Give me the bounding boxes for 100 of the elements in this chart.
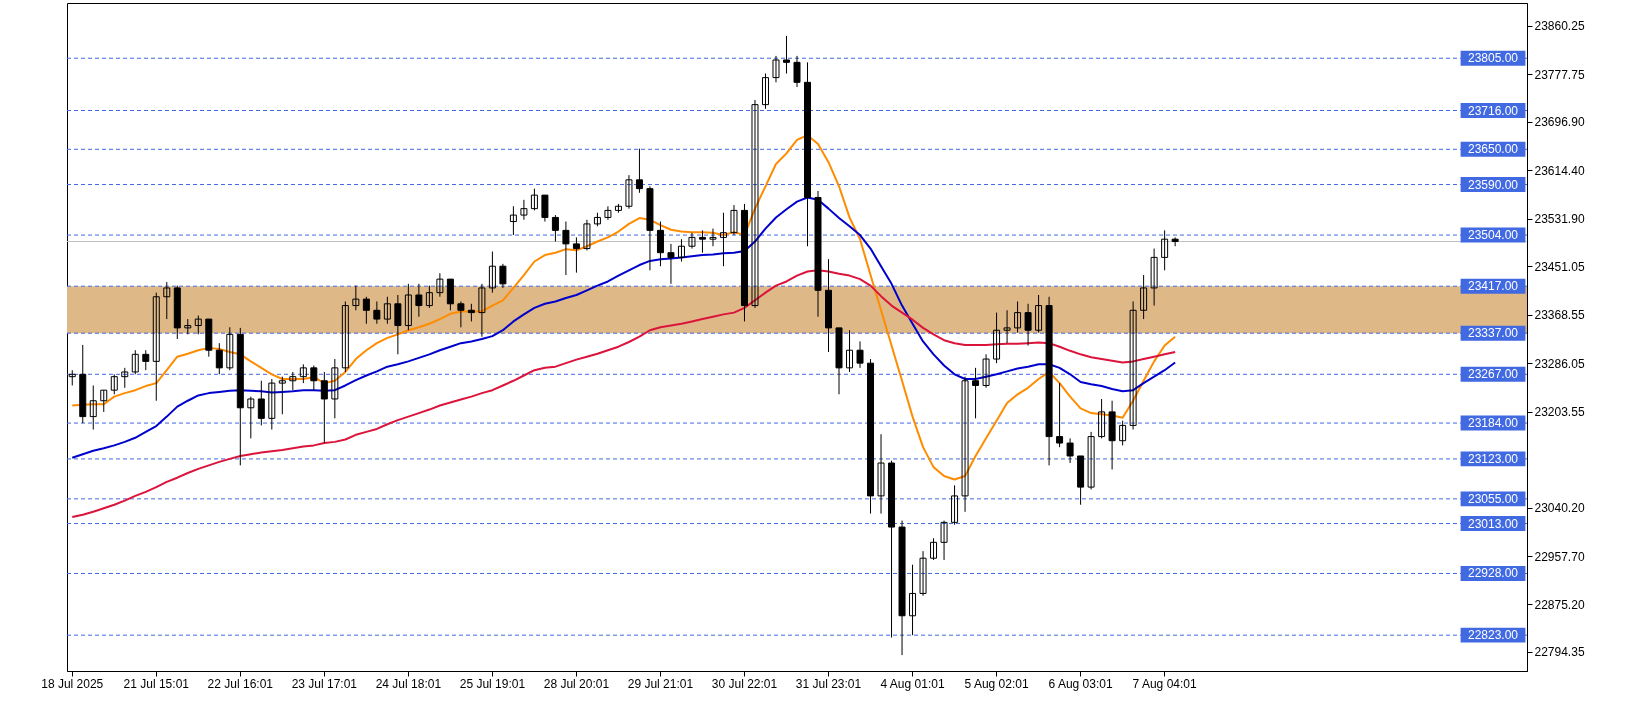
candlestick	[425, 285, 433, 309]
candlestick	[761, 73, 769, 110]
candlestick	[362, 296, 370, 325]
candlestick	[982, 353, 990, 389]
candlestick	[677, 238, 685, 262]
candlestick	[688, 232, 696, 250]
ref-line-label: 23805.00	[1467, 51, 1519, 66]
ref-line-label: 23716.00	[1467, 103, 1519, 118]
line-series	[71, 196, 1177, 459]
candlestick	[415, 283, 423, 318]
candlestick	[793, 55, 801, 88]
candlestick	[667, 243, 675, 285]
x-tick-label: 29 Jul 21:01	[627, 676, 694, 691]
candlestick	[89, 384, 97, 431]
candlestick	[772, 55, 780, 83]
candlestick	[1066, 437, 1074, 464]
x-tick-label: 23 Jul 17:01	[291, 676, 358, 691]
candlestick	[1098, 398, 1106, 439]
y-tick-label: 23777.75	[1534, 67, 1585, 82]
candlestick	[572, 236, 580, 274]
y-tick-label: 23040.20	[1534, 501, 1585, 516]
candlestick	[257, 380, 265, 426]
y-tick-label: 22875.20	[1534, 597, 1585, 612]
candlestick	[352, 285, 360, 311]
y-tick-label: 23531.90	[1534, 212, 1585, 227]
candlestick	[247, 396, 255, 439]
ref-line-label: 23650.00	[1467, 142, 1519, 157]
candlestick	[856, 340, 864, 369]
candlestick	[919, 550, 927, 597]
candlestick	[457, 300, 465, 328]
candlestick	[499, 263, 507, 289]
candlestick	[100, 389, 108, 413]
x-tick-label: 4 Aug 01:01	[880, 676, 945, 691]
candlestick	[551, 214, 559, 243]
candlestick	[719, 212, 727, 267]
y-tick-label: 23614.40	[1534, 163, 1585, 178]
candlestick	[110, 373, 118, 395]
candlestick	[846, 329, 854, 373]
candlestick	[940, 520, 948, 561]
candlestick	[194, 315, 202, 335]
candlestick	[373, 300, 381, 325]
candlestick	[226, 326, 234, 371]
ref-line-label: 23184.00	[1467, 416, 1519, 431]
candlestick	[783, 35, 790, 74]
candlestick	[215, 342, 223, 375]
candlestick	[320, 371, 328, 444]
ref-line-label: 23013.00	[1467, 516, 1519, 531]
candlestick	[394, 294, 402, 355]
x-tick-label: 28 Jul 20:01	[543, 676, 610, 691]
candlestick	[478, 283, 486, 338]
y-tick-label: 23286.05	[1534, 356, 1585, 371]
x-tick-label: 6 Aug 03:01	[1048, 676, 1113, 691]
candlestick	[268, 378, 276, 431]
candlestick	[1024, 303, 1032, 347]
y-tick-label: 23696.90	[1534, 115, 1585, 130]
candlestick	[961, 376, 969, 513]
candlestick	[1035, 294, 1043, 334]
candlestick	[930, 537, 938, 561]
candlestick	[993, 312, 1001, 364]
y-tick-label: 23368.55	[1534, 308, 1585, 323]
candlestick	[625, 174, 633, 210]
candlestick	[1161, 229, 1169, 271]
candlestick	[509, 205, 517, 236]
candlestick	[1140, 274, 1148, 320]
candlestick	[131, 349, 139, 375]
line-series	[71, 134, 1177, 481]
y-tick-label: 22794.35	[1534, 645, 1585, 660]
ref-line-label: 23123.00	[1467, 451, 1519, 466]
candlestick	[121, 367, 129, 389]
candlestick	[541, 194, 549, 223]
candlestick	[1014, 300, 1022, 334]
x-tick-label: 31 Jul 23:01	[795, 676, 862, 691]
ref-line-label: 23417.00	[1467, 279, 1519, 294]
ref-line-label: 23590.00	[1467, 177, 1519, 192]
x-tick-label: 22 Jul 16:01	[207, 676, 274, 691]
candlestick	[730, 204, 738, 236]
candlestick	[635, 148, 643, 194]
candlestick	[341, 300, 349, 373]
candlestick	[1129, 300, 1137, 431]
candlestick	[709, 228, 717, 247]
y-tick-label: 23203.55	[1534, 405, 1585, 420]
ref-line-label: 23504.00	[1467, 228, 1519, 243]
candlestick	[604, 205, 612, 221]
candlestick	[142, 349, 150, 371]
candlestick	[1150, 248, 1158, 307]
y-tick-label: 23860.25	[1534, 19, 1585, 34]
candlestick	[1056, 382, 1064, 448]
candlestick	[909, 564, 917, 636]
candlestick	[383, 296, 391, 325]
ref-line-label: 23055.00	[1467, 491, 1519, 506]
ref-line-label: 22823.00	[1467, 628, 1519, 643]
candlestick	[951, 484, 959, 526]
candlestick	[1087, 431, 1095, 490]
candlestick	[562, 221, 570, 276]
y-tick-label: 22957.70	[1534, 549, 1585, 564]
line-series	[71, 269, 1177, 519]
candlestick	[289, 371, 297, 391]
candlestick	[656, 221, 664, 267]
candlestick	[299, 363, 307, 384]
ref-line-label: 23267.00	[1467, 367, 1519, 382]
